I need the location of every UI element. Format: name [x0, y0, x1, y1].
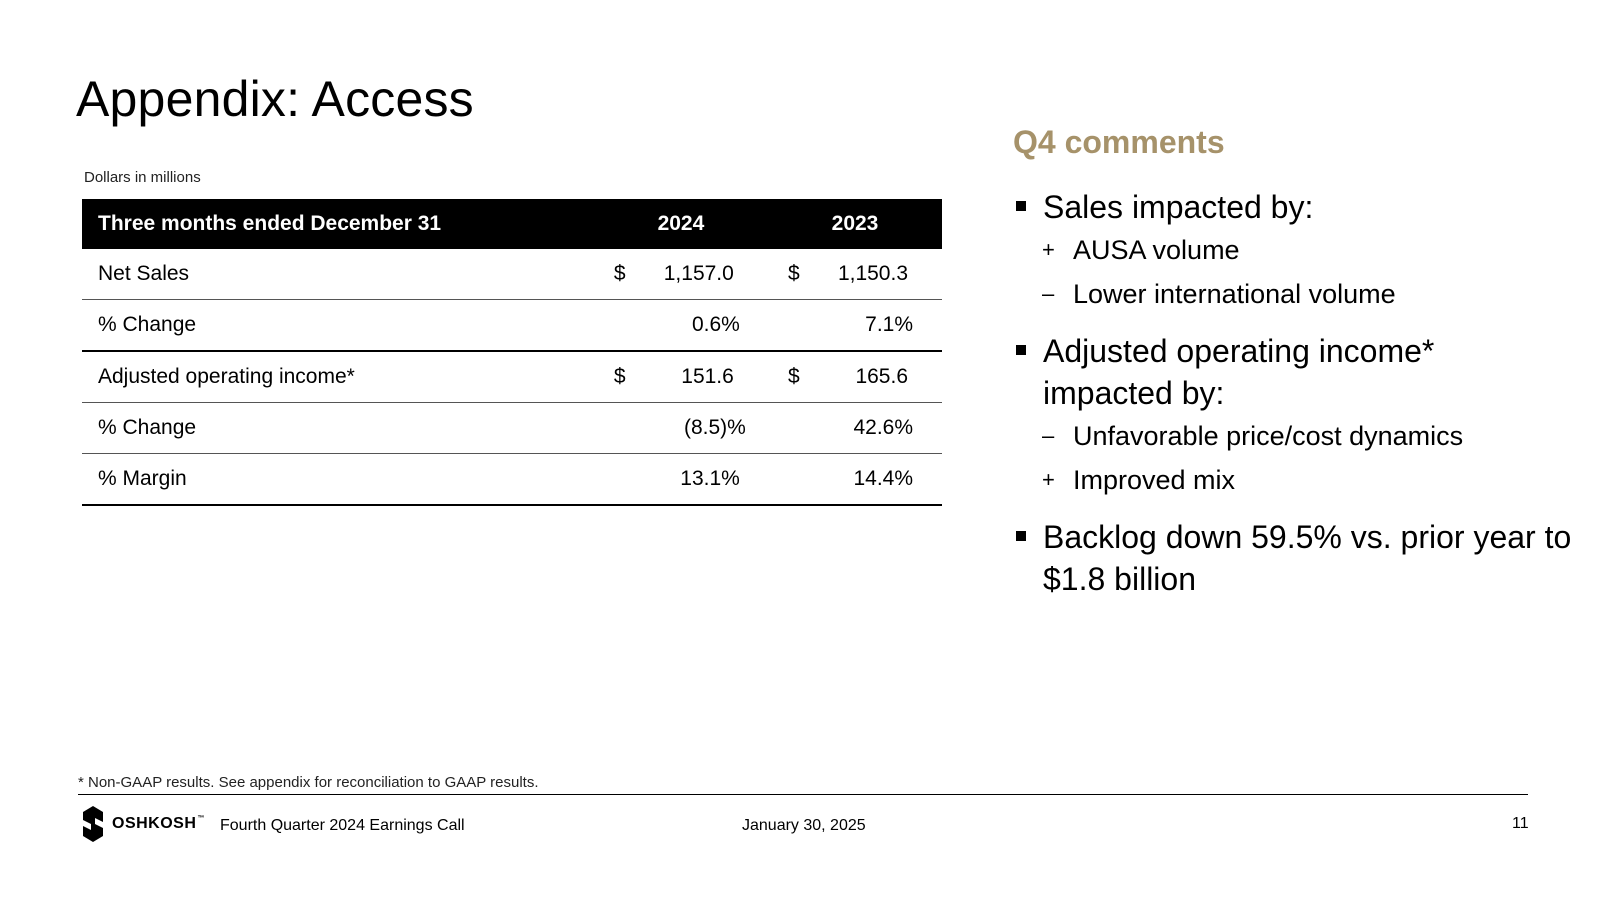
- sub-bullet-item: + Improved mix: [1013, 458, 1573, 502]
- sub-bullet-text: AUSA volume: [1073, 235, 1240, 265]
- currency-symbol: $: [613, 262, 626, 285]
- bullet-text: Backlog down 59.5% vs. prior year to $1.…: [1043, 519, 1572, 597]
- value-2024: 151.6: [681, 365, 734, 388]
- page-number: 11: [1512, 815, 1529, 832]
- minus-icon: –: [1042, 423, 1055, 448]
- event-date: January 30, 2025: [742, 817, 866, 834]
- value-2023: 1,150.3: [837, 262, 909, 285]
- square-bullet-icon: [1016, 345, 1026, 355]
- table-row: % Change 0.6% 7.1%: [82, 299, 942, 352]
- value-2024: 1,157.0: [663, 262, 734, 285]
- sub-bullet-text: Unfavorable price/cost dynamics: [1073, 421, 1464, 451]
- oshkosh-logo: OSHKOSH™: [82, 806, 205, 842]
- sub-bullet-item: – Unfavorable price/cost dynamics: [1013, 414, 1573, 458]
- minus-icon: –: [1042, 281, 1055, 306]
- currency-symbol: $: [613, 365, 626, 388]
- value-2024: 0.6%: [691, 313, 740, 336]
- table-row: Net Sales $1,157.0 $1,150.3: [82, 249, 942, 300]
- bullet-item: Adjusted operating income* impacted by:: [1013, 330, 1573, 414]
- currency-symbol: $: [788, 365, 800, 388]
- header-period: Three months ended December 31: [82, 199, 594, 249]
- header-2023: 2023: [768, 199, 942, 249]
- table-row: % Margin 13.1% 14.4%: [82, 453, 942, 506]
- value-2023: 165.6: [855, 365, 909, 388]
- comments-title: Q4 comments: [1013, 124, 1225, 160]
- oshkosh-shield-icon: [83, 806, 103, 842]
- financial-table: Three months ended December 31 2024 2023…: [82, 199, 942, 506]
- value-2024: (8.5)%: [683, 416, 746, 439]
- bullet-text: Adjusted operating income* impacted by:: [1043, 333, 1435, 411]
- table-header-row: Three months ended December 31 2024 2023: [82, 199, 942, 249]
- row-label: Net Sales: [82, 249, 594, 300]
- sub-bullet-text: Lower international volume: [1073, 279, 1396, 309]
- comments-list: Sales impacted by: + AUSA volume – Lower…: [1013, 186, 1573, 600]
- units-note: Dollars in millions: [84, 169, 201, 186]
- value-2023: 42.6%: [853, 416, 914, 439]
- logo-wordmark: OSHKOSH™: [112, 815, 205, 832]
- footnote: * Non-GAAP results. See appendix for rec…: [78, 774, 539, 791]
- table-row: Adjusted operating income* $151.6 $165.6: [82, 351, 942, 403]
- plus-icon: +: [1042, 237, 1055, 262]
- square-bullet-icon: [1016, 201, 1026, 211]
- value-2024: 13.1%: [680, 467, 740, 490]
- page-title: Appendix: Access: [76, 71, 474, 127]
- plus-icon: +: [1042, 467, 1055, 492]
- sub-bullet-item: + AUSA volume: [1013, 228, 1573, 272]
- bullet-item: Sales impacted by:: [1013, 186, 1573, 228]
- row-label: Adjusted operating income*: [82, 351, 594, 403]
- currency-symbol: $: [788, 262, 800, 285]
- square-bullet-icon: [1016, 531, 1026, 541]
- row-label: % Change: [82, 299, 594, 352]
- sub-bullet-item: – Lower international volume: [1013, 272, 1573, 316]
- value-2023: 7.1%: [865, 313, 914, 336]
- row-label: % Margin: [82, 453, 594, 506]
- footer-divider: [78, 794, 1528, 795]
- sub-bullet-text: Improved mix: [1073, 465, 1236, 495]
- table-row: % Change (8.5)% 42.6%: [82, 402, 942, 454]
- event-name: Fourth Quarter 2024 Earnings Call: [220, 817, 465, 834]
- bullet-text: Sales impacted by:: [1043, 189, 1314, 225]
- bullet-item: Backlog down 59.5% vs. prior year to $1.…: [1013, 516, 1573, 600]
- row-label: % Change: [82, 402, 594, 454]
- value-2023: 14.4%: [853, 467, 914, 490]
- header-2024: 2024: [593, 199, 769, 249]
